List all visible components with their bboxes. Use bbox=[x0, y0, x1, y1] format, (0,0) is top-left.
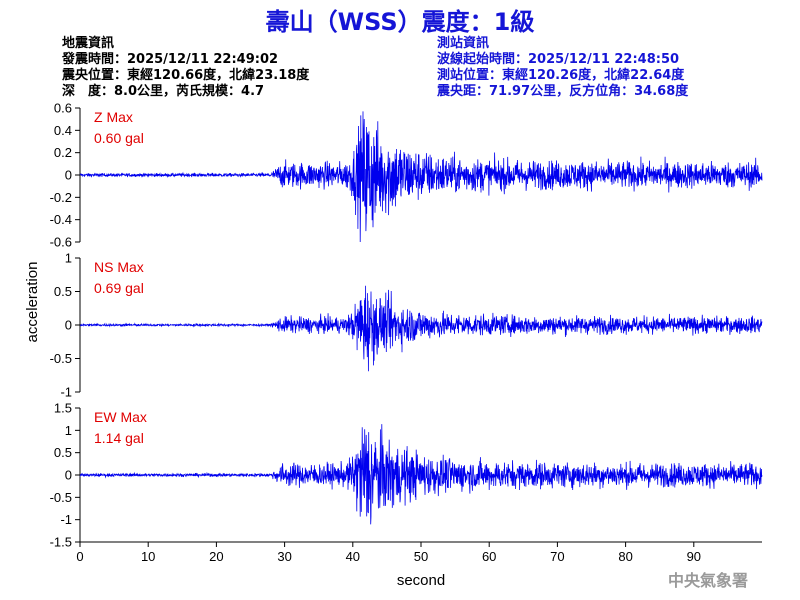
x-tick-label: 40 bbox=[346, 549, 360, 564]
y-tick-label: 0 bbox=[65, 468, 72, 483]
y-tick-label: -1.5 bbox=[50, 535, 72, 550]
max-value: 0.69 gal bbox=[94, 280, 144, 296]
x-tick-label: 0 bbox=[76, 549, 83, 564]
y-tick-label: -0.4 bbox=[50, 212, 72, 227]
y-tick-label: -0.6 bbox=[50, 235, 72, 250]
max-value: 0.60 gal bbox=[94, 130, 144, 146]
max-value: 1.14 gal bbox=[94, 430, 144, 446]
y-tick-label: 0 bbox=[65, 318, 72, 333]
waveform-trace bbox=[79, 111, 763, 243]
x-tick-label: 10 bbox=[141, 549, 155, 564]
x-tick-label: 50 bbox=[414, 549, 428, 564]
y-tick-label: 0 bbox=[65, 168, 72, 183]
y-tick-label: 0.4 bbox=[54, 123, 72, 138]
x-tick-label: 60 bbox=[482, 549, 496, 564]
y-tick-label: -1 bbox=[60, 385, 72, 400]
y-tick-label: 1.5 bbox=[54, 401, 72, 416]
y-tick-label: -1 bbox=[60, 512, 72, 527]
x-tick-label: 80 bbox=[618, 549, 632, 564]
y-tick-label: 0.5 bbox=[54, 284, 72, 299]
x-tick-label: 30 bbox=[277, 549, 291, 564]
y-tick-label: 0.2 bbox=[54, 145, 72, 160]
quake-epicenter: 震央位置：東經120.66度，北緯23.18度 bbox=[62, 68, 310, 83]
waveform-trace bbox=[80, 285, 763, 372]
max-label: EW Max bbox=[94, 409, 147, 425]
station-info-heading: 測站資訊 bbox=[437, 36, 490, 51]
y-tick-label: 1 bbox=[65, 423, 72, 438]
y-tick-label: 0.5 bbox=[54, 445, 72, 460]
max-label: NS Max bbox=[94, 259, 144, 275]
quake-origin-time: 發震時間：2025/12/11 22:49:02 bbox=[62, 52, 279, 67]
station-location: 測站位置：東經120.26度，北緯22.64度 bbox=[437, 68, 685, 83]
station-info-block: 測站資訊 波線起始時間：2025/12/11 22:48:50 測站位置：東經1… bbox=[437, 36, 688, 100]
x-tick-label: 70 bbox=[550, 549, 564, 564]
agency-logo-text: 中央氣象署 bbox=[667, 571, 748, 590]
y-tick-label: 0.6 bbox=[54, 101, 72, 116]
panel-z bbox=[75, 107, 763, 243]
y-tick-label: -0.5 bbox=[50, 490, 72, 505]
y-tick-label: -0.5 bbox=[50, 351, 72, 366]
station-distance-azimuth: 震央距：71.97公里，反方位角：34.68度 bbox=[437, 84, 689, 99]
quake-depth-magnitude: 深 度：8.0公里，芮氏規模：4.7 bbox=[62, 84, 265, 99]
y-axis-label: acceleration bbox=[24, 262, 41, 343]
chart-title: 壽山（WSS）震度：1級 bbox=[265, 8, 535, 36]
x-axis-label: second bbox=[397, 572, 445, 589]
quake-info-block: 地震資訊 發震時間：2025/12/11 22:49:02 震央位置：東經120… bbox=[62, 36, 309, 100]
max-label: Z Max bbox=[94, 109, 133, 125]
y-tick-label: 1 bbox=[65, 251, 72, 266]
waveform-trace bbox=[79, 424, 763, 525]
y-tick-label: -0.2 bbox=[50, 190, 72, 205]
quake-info-heading: 地震資訊 bbox=[62, 36, 115, 51]
x-tick-label: 20 bbox=[209, 549, 223, 564]
x-tick-label: 90 bbox=[687, 549, 701, 564]
station-wave-start: 波線起始時間：2025/12/11 22:48:50 bbox=[437, 52, 680, 67]
panel-ns bbox=[75, 257, 763, 393]
panel-ew bbox=[75, 407, 763, 543]
